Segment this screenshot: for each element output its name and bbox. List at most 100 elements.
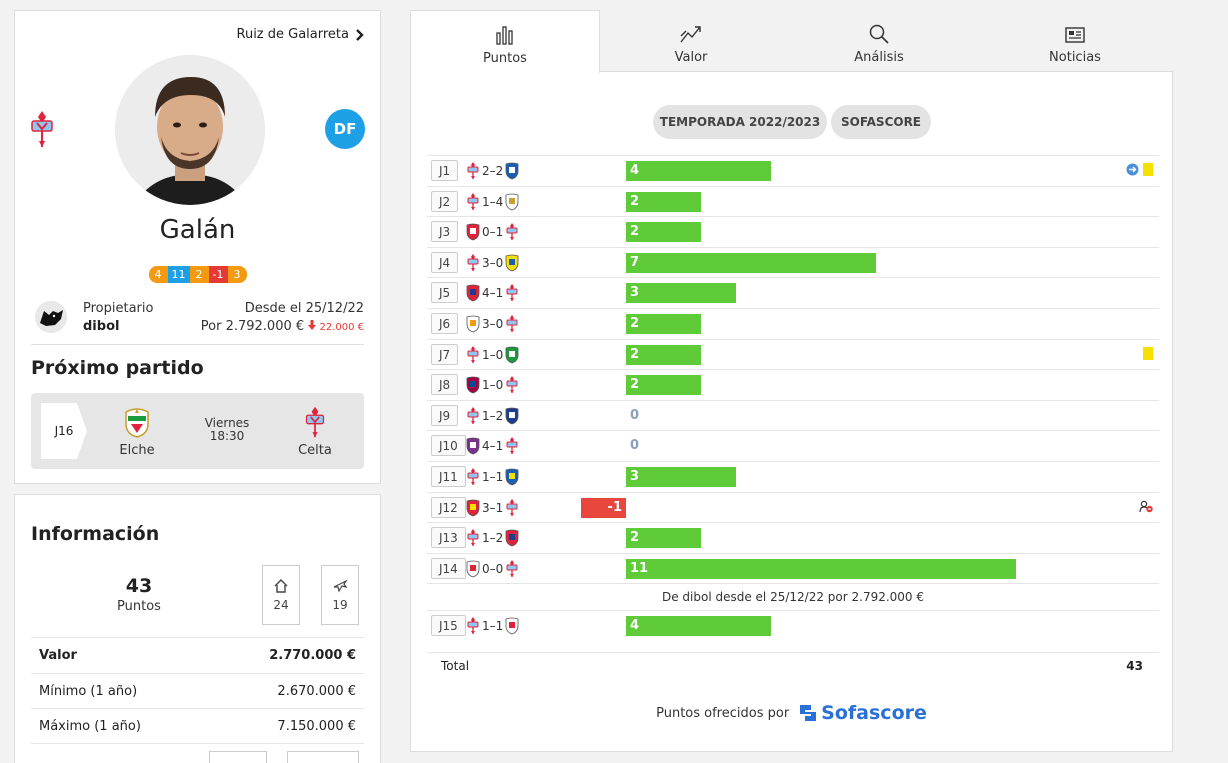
match-result: 1–0 xyxy=(465,370,520,400)
match-result: 3–1 xyxy=(465,493,520,523)
points-bar: 4 xyxy=(626,161,771,181)
owner-price: Por 2.792.000 € 22.000 € xyxy=(201,319,364,334)
match-row[interactable]: J1 2–2 4 xyxy=(427,155,1159,186)
match-row[interactable]: J14 0–0 11 xyxy=(427,552,1159,584)
match-row[interactable]: J10 4–1 0 xyxy=(427,430,1159,461)
next-match-day: Viernes xyxy=(204,416,250,430)
source-filter[interactable]: SOFASCORE xyxy=(831,105,931,139)
tab-news[interactable]: Noticias xyxy=(980,10,1170,72)
match-round: J10 xyxy=(431,435,466,457)
match-row[interactable]: J13 1–2 2 xyxy=(427,522,1159,553)
tab-bar: Puntos Valor Análisis Noticias xyxy=(410,10,1173,73)
last-points-value: 2 xyxy=(189,266,209,283)
osasuna-crest-icon xyxy=(505,529,519,547)
info-action-button[interactable] xyxy=(287,751,359,763)
owner-avatar[interactable] xyxy=(35,301,67,333)
match-row[interactable]: J12 3–1 -1 xyxy=(427,491,1159,523)
last-points-value: 11 xyxy=(167,266,190,283)
sofascore-logo[interactable]: Sofascore xyxy=(799,702,927,724)
espanyol-crest-icon xyxy=(505,162,519,180)
tab-label: Valor xyxy=(674,50,708,65)
next-match-box[interactable]: J16 Elche Viernes 18:30 xyxy=(31,393,364,469)
substitution-in-icon xyxy=(1126,163,1139,176)
match-row[interactable]: J5 4–1 3 xyxy=(427,277,1159,308)
match-score: 0–1 xyxy=(482,225,504,240)
player-card: Ruiz de Galarreta DF Galán 4 11 2 -1 3 xyxy=(14,10,381,484)
info-row-label: Mínimo (1 año) xyxy=(39,684,138,699)
owner-name[interactable]: dibol xyxy=(83,319,120,334)
bar-chart-icon xyxy=(496,26,513,45)
info-row-max: Máximo (1 año) 7.150.000 € xyxy=(31,708,364,744)
almeria-crest-icon xyxy=(466,499,480,516)
tab-value[interactable]: Valor xyxy=(596,10,786,72)
points-bar: 11 xyxy=(626,558,1016,579)
valencia-crest-icon xyxy=(466,315,480,333)
info-row-label: Valor xyxy=(39,648,77,663)
match-score: 3–1 xyxy=(482,500,504,515)
match-result: 3–0 xyxy=(465,248,520,278)
total-value: 43 xyxy=(1126,659,1143,673)
info-action-button[interactable] xyxy=(209,751,267,763)
next-player-label: Ruiz de Galarreta xyxy=(236,27,350,42)
info-row-amount: 2.670.000 € xyxy=(277,684,356,699)
match-events xyxy=(1143,346,1153,360)
last-points-value: -1 xyxy=(208,266,228,283)
next-player-link[interactable]: Ruiz de Galarreta xyxy=(237,27,365,42)
match-row[interactable]: J4 3–0 7 xyxy=(427,246,1159,278)
points-bar: 2 xyxy=(626,222,701,243)
match-result: 1–2 xyxy=(465,401,520,431)
price-drop-value: 22.000 € xyxy=(319,322,364,333)
points-bar: 3 xyxy=(626,466,736,487)
tab-label: Puntos xyxy=(483,51,527,66)
next-match-round: J16 xyxy=(41,403,87,459)
match-row[interactable]: J11 1–1 3 xyxy=(427,460,1159,492)
match-score: 3–0 xyxy=(482,316,504,331)
match-row[interactable]: J15 1–1 4 xyxy=(427,610,1159,641)
yellow-card-icon xyxy=(1143,346,1153,360)
match-score: 0–0 xyxy=(482,561,504,576)
tab-analysis[interactable]: Análisis xyxy=(784,10,974,72)
season-filter[interactable]: TEMPORADA 2022/2023 xyxy=(653,105,827,139)
owner-since: Desde el 25/12/22 xyxy=(244,301,364,316)
provided-by: Puntos ofrecidos por Sofascore xyxy=(411,702,1172,724)
points-total: 43 Puntos xyxy=(99,575,179,614)
info-row-value: Valor 2.770.000 € xyxy=(31,637,364,673)
points-bar-value: 0 xyxy=(630,407,640,423)
match-row[interactable]: J9 1–2 0 xyxy=(427,399,1159,431)
match-row[interactable]: J8 1–0 2 xyxy=(427,369,1159,400)
last-points-value: 3 xyxy=(227,266,247,283)
real-madrid-crest-icon xyxy=(505,193,519,211)
match-score: 1–2 xyxy=(482,531,504,546)
celta-crest-icon xyxy=(467,192,479,210)
girona-crest-icon xyxy=(466,223,480,241)
match-round: J12 xyxy=(431,496,466,518)
points-bar: 7 xyxy=(626,252,876,273)
celta-crest-icon xyxy=(467,617,479,635)
match-score: 1–4 xyxy=(482,194,504,209)
next-match-home: Elche xyxy=(107,405,167,458)
points-bar: 2 xyxy=(626,375,701,396)
match-round: J3 xyxy=(431,221,459,243)
points-bar: 2 xyxy=(626,344,701,365)
match-result: 2–2 xyxy=(465,156,520,186)
points-total-label: Puntos xyxy=(117,599,161,614)
home-points-box: 24 xyxy=(262,565,300,625)
info-title: Información xyxy=(31,523,160,545)
match-row[interactable]: J3 0–1 2 xyxy=(427,216,1159,247)
substitution-out-icon xyxy=(1139,500,1153,512)
match-row[interactable]: J2 1–4 2 xyxy=(427,185,1159,217)
getafe-crest-icon xyxy=(505,468,519,486)
celta-crest-icon xyxy=(506,559,518,577)
match-row[interactable]: J6 3–0 2 xyxy=(427,307,1159,339)
home-icon xyxy=(274,579,288,593)
tab-points[interactable]: Puntos xyxy=(410,10,600,73)
owner-label: Propietario xyxy=(83,301,154,316)
match-result: 0–1 xyxy=(465,217,520,247)
match-result: 1–4 xyxy=(465,187,520,217)
away-points-value: 19 xyxy=(332,598,348,612)
rayo-crest-icon xyxy=(466,560,480,578)
match-row[interactable]: J7 1–0 2 xyxy=(427,338,1159,370)
points-bar: -1 xyxy=(581,497,626,518)
match-result: 1–1 xyxy=(465,462,520,492)
match-result: 0–0 xyxy=(465,554,520,584)
